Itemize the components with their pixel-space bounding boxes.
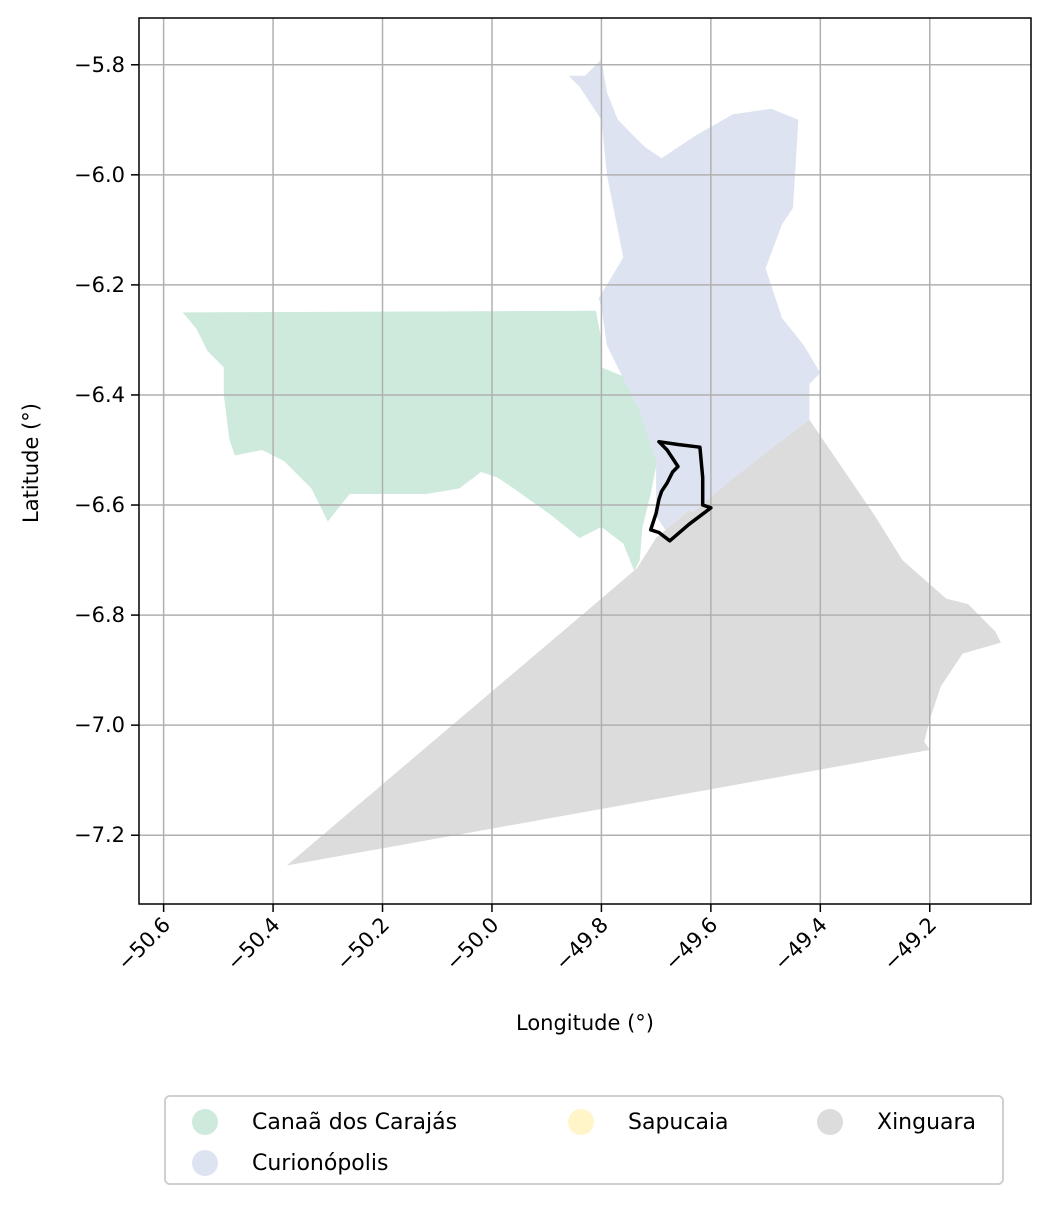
- x-tick-label: −49.8: [550, 913, 612, 975]
- legend-label-curionopolis: Curionópolis: [252, 1150, 389, 1176]
- grid-layer: [139, 18, 1031, 904]
- y-tick-label: −7.2: [74, 823, 125, 847]
- legend-item-canaa-dos-carajas: Canaã dos Carajás: [192, 1102, 457, 1142]
- legend-label-sapucaia: Sapucaia: [628, 1109, 729, 1135]
- y-tick-label: −6.4: [74, 383, 125, 407]
- y-tick-label: −6.0: [74, 163, 125, 187]
- x-tick-label: −50.4: [222, 913, 284, 975]
- region-xinguara: [286, 419, 1001, 866]
- legend: Canaã dos Carajás Curionópolis Sapucaia …: [164, 1095, 1004, 1185]
- x-tick-label: −49.4: [769, 913, 831, 975]
- legend-item-curionopolis: Curionópolis: [192, 1143, 388, 1183]
- x-axis-title: Longitude (°): [516, 1011, 654, 1035]
- x-tick-label: −50.2: [332, 913, 394, 975]
- legend-swatch-sapucaia: [568, 1109, 594, 1135]
- legend-swatch-xinguara: [817, 1109, 843, 1135]
- regions-layer: [182, 59, 1001, 866]
- y-tick-label: −5.8: [74, 53, 125, 77]
- legend-label-canaa: Canaã dos Carajás: [252, 1109, 458, 1135]
- region-curionopolis: [568, 59, 821, 533]
- y-tick-label: −7.0: [74, 713, 125, 737]
- outline-layer: [648, 439, 713, 543]
- y-tick-label: −6.6: [74, 493, 125, 517]
- y-tick-label: −6.8: [74, 603, 125, 627]
- x-tick-label: −50.6: [113, 913, 175, 975]
- y-tick-label: −6.2: [74, 273, 125, 297]
- x-tick-label: −49.2: [879, 913, 941, 975]
- legend-item-xinguara: Xinguara: [817, 1102, 976, 1142]
- y-axis-title: Latitude (°): [19, 403, 43, 523]
- highlighted-area-outline: [648, 439, 713, 543]
- region-canaa-dos-carajas: [182, 310, 657, 572]
- legend-label-xinguara: Xinguara: [877, 1109, 977, 1135]
- legend-swatch-curionopolis: [192, 1150, 218, 1176]
- legend-item-sapucaia: Sapucaia: [568, 1102, 729, 1142]
- x-tick-label: −50.0: [441, 913, 503, 975]
- legend-swatch-canaa: [192, 1109, 218, 1135]
- plot-frame: [138, 17, 1032, 905]
- x-tick-label: −49.6: [660, 913, 722, 975]
